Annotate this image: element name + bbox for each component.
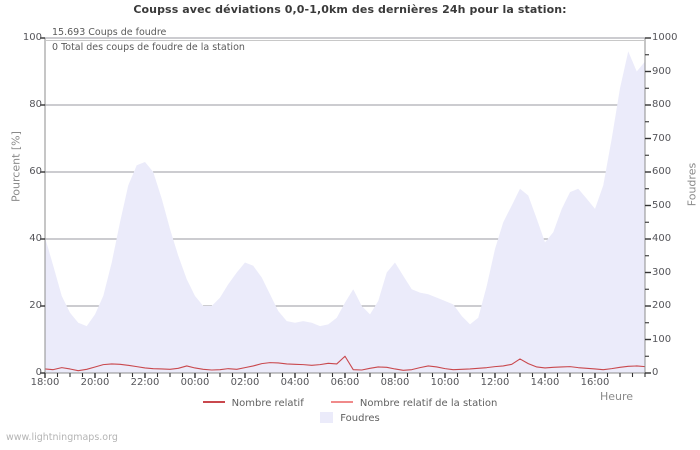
- legend-swatch-area-icon: [320, 411, 334, 423]
- y-tick-label-right: 200: [652, 300, 672, 311]
- legend-label-nombre-relatif: Nombre relatif: [231, 398, 304, 409]
- x-tick-label: 08:00: [380, 377, 410, 388]
- y-tick-label-right: 400: [652, 233, 672, 244]
- x-tick-label: 04:00: [280, 377, 310, 388]
- legend-item-nombre-relatif-station: Nombre relatif de la station: [330, 396, 498, 411]
- legend-item-foudres: Foudres: [320, 411, 380, 426]
- x-tick-label: 02:00: [230, 377, 260, 388]
- legend-swatch-line-icon: [202, 401, 225, 403]
- y-tick-label-right: 0: [652, 367, 659, 378]
- x-tick-label: 16:00: [580, 377, 610, 388]
- page-title: Coupss avec déviations 0,0-1,0km des der…: [133, 3, 567, 16]
- y-tick-label-left: 80: [29, 99, 42, 110]
- y-tick-label-right: 300: [652, 266, 672, 278]
- legend-label-foudres: Foudres: [340, 413, 380, 424]
- y-tick-label-left: 40: [29, 233, 42, 244]
- y-tick-label-right: 500: [652, 199, 672, 211]
- legend-label-nombre-relatif-station: Nombre relatif de la station: [359, 398, 498, 409]
- y-tick-label-left: 0: [35, 367, 42, 378]
- y-tick-label-right: 600: [652, 166, 672, 177]
- y-tick-label-left: 20: [29, 300, 42, 311]
- chart-legend: Nombre relatif Nombre relatif de la stat…: [0, 396, 700, 426]
- y-tick-label-left: 100: [22, 32, 42, 43]
- y-tick-label-left: 60: [29, 166, 42, 177]
- line-series-nombre-relatif: [44, 355, 646, 372]
- x-tick-label: 00:00: [180, 377, 210, 388]
- y-tick-label-right: 700: [652, 132, 672, 144]
- x-axis-label: Heure: [600, 390, 634, 403]
- legend-row-lines: Nombre relatif Nombre relatif de la stat…: [0, 396, 700, 411]
- area-series-foudres: [45, 51, 645, 374]
- y-tick-label-right: 800: [652, 99, 672, 110]
- y-tick-label-right: 100: [652, 333, 672, 345]
- legend-swatch-line-icon: [330, 401, 353, 403]
- watermark: www.lightningmaps.org: [6, 432, 118, 443]
- x-tick-label: 22:00: [130, 377, 160, 388]
- x-tick-label: 14:00: [530, 377, 560, 388]
- legend-item-nombre-relatif: Nombre relatif: [202, 396, 304, 411]
- x-tick-label: 10:00: [430, 377, 460, 388]
- annotation-total-strokes: 15.693 Coups de foudre: [46, 26, 644, 41]
- y-tick-label-right: 900: [652, 65, 672, 77]
- annotation-station-strokes: 0 Total des coups de foudre de la statio…: [52, 42, 245, 53]
- legend-row-area: Foudres: [0, 411, 700, 426]
- x-tick-label: 12:00: [480, 377, 510, 388]
- x-tick-label: 18:00: [30, 377, 60, 388]
- x-tick-label: 20:00: [80, 377, 110, 388]
- x-tick-label: 06:00: [330, 377, 360, 388]
- y-tick-label-right: 1000: [652, 32, 678, 43]
- annotation-box: 15.693 Coups de foudre 0 Total des coups…: [46, 26, 644, 55]
